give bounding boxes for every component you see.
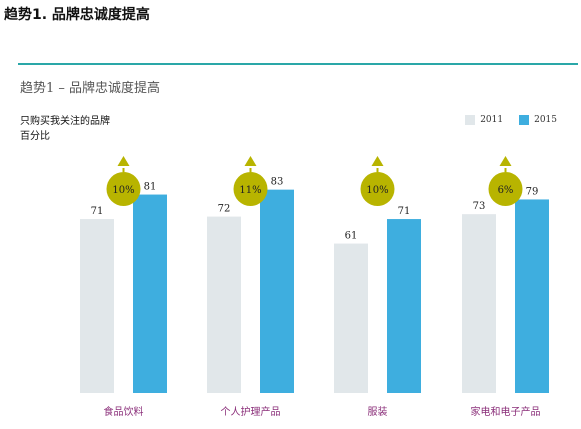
bar-2015-4 [515, 199, 549, 393]
data-label-2011-4: 73 [473, 201, 486, 212]
bar-2015-3 [387, 219, 421, 393]
data-label-2015-3: 71 [398, 206, 411, 217]
data-label-2011-3: 61 [345, 231, 358, 242]
change-badge-2 [233, 172, 268, 206]
category-label-2: 个人护理产品 [221, 405, 281, 418]
data-label-2011-2: 72 [218, 204, 231, 215]
legend-label-2015: 2015 [534, 115, 557, 125]
legend: 2011 2015 [455, 115, 557, 125]
subtitle-line-2: 百分比 [20, 131, 50, 142]
bar-2011-2 [207, 216, 241, 393]
change-arrow-head-3 [371, 156, 384, 166]
change-label-3: 10% [366, 185, 388, 196]
bar-2015-1 [133, 194, 167, 393]
bar-2011-4 [462, 214, 496, 393]
bar-2011-1 [80, 219, 114, 393]
legend-label-2011: 2011 [480, 115, 504, 125]
bar-2015-2 [260, 189, 294, 393]
page-heading: 趋势1. 品牌忠诚度提高 [4, 7, 150, 23]
change-arrow-head-1 [117, 156, 130, 166]
change-arrow-head-4 [499, 156, 512, 166]
data-label-2015-1: 81 [144, 182, 157, 193]
change-label-1: 10% [112, 185, 134, 196]
legend-item-2015: 2015 [519, 115, 557, 125]
legend-item-2011: 2011 [465, 115, 503, 125]
category-label-4: 家电和电子产品 [471, 405, 541, 418]
category-label-3: 服装 [368, 405, 388, 418]
change-badge-3 [360, 172, 395, 206]
change-label-2: 11% [239, 185, 261, 196]
change-arrow-head-2 [244, 156, 257, 166]
data-label-2011-1: 71 [91, 206, 104, 217]
change-label-4: 6% [498, 185, 514, 196]
legend-swatch-2015 [519, 115, 530, 125]
change-badge-4 [488, 172, 523, 206]
change-badge-1 [106, 172, 141, 206]
legend-swatch-2011 [465, 115, 476, 125]
divider-rule [18, 63, 578, 65]
category-label-1: 食品饮料 [104, 405, 144, 418]
chart-subtitle: 只购买我关注的品牌 百分比 [20, 114, 110, 144]
bar-2011-3 [334, 243, 368, 393]
data-label-2015-4: 79 [526, 186, 539, 197]
subtitle-line-1: 只购买我关注的品牌 [20, 116, 110, 127]
data-label-2015-2: 83 [271, 177, 284, 188]
chart-title: 趋势1 – 品牌忠诚度提高 [20, 81, 161, 96]
